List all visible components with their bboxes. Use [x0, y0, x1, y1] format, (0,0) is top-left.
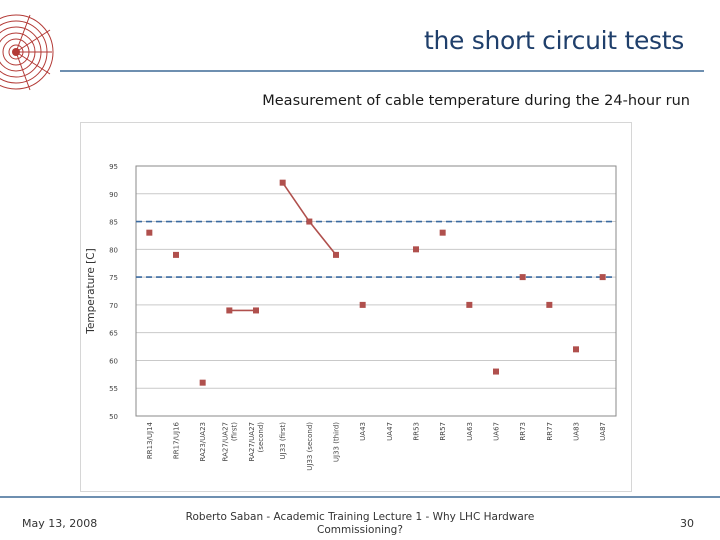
x-tick-label: UA47: [386, 422, 394, 441]
x-tick-label: UA43: [359, 422, 367, 441]
x-tick-label: UA87: [599, 422, 607, 441]
data-point: [466, 301, 473, 308]
x-tick-label: UA63: [466, 422, 474, 441]
y-tick-label: 65: [109, 330, 118, 338]
data-point: [253, 307, 259, 314]
footer-author-line1: Roberto Saban - Academic Training Lectur…: [185, 511, 535, 523]
data-point: [199, 379, 206, 386]
data-point: [279, 179, 286, 186]
data-point: [173, 251, 179, 258]
x-tick-label: UJ33 (second): [306, 422, 314, 471]
data-point: [306, 218, 313, 225]
x-tick-label: UJ33 (third): [333, 422, 341, 462]
y-tick-label: 95: [109, 163, 118, 171]
y-tick-label: 70: [109, 302, 118, 310]
chart-frame: 50 55 60 65 70 75 80 85 90 95 Temperature [C] RR13/…: [80, 122, 632, 492]
slide-title: the short circuit tests: [423, 26, 684, 55]
y-tick-label: 50: [109, 413, 118, 421]
temperature-chart: 50 55 60 65 70 75 80 85 90 95 Temperature [C] RR13/…: [85, 163, 617, 471]
data-point: [493, 368, 499, 375]
data-point: [146, 229, 153, 236]
footer-author-line2: Commissioning?: [317, 524, 403, 536]
x-tick-label: RA27/UA27: [248, 422, 256, 461]
y-tick-label: 90: [109, 191, 118, 199]
y-tick-label: 75: [109, 274, 118, 282]
y-tick-label: 60: [109, 357, 118, 365]
slide-subtitle: Measurement of cable temperature during …: [262, 93, 690, 109]
data-point: [599, 274, 606, 281]
data-point: [413, 246, 419, 253]
y-axis-label: Temperature [C]: [85, 248, 97, 334]
data-point: [439, 229, 446, 236]
x-tick-label: RR53: [413, 422, 421, 441]
data-point: [359, 301, 366, 308]
x-tick-label: RR73: [519, 422, 527, 441]
data-point: [546, 301, 553, 308]
data-point: [519, 274, 526, 281]
data-point: [226, 307, 233, 314]
y-tick-label: 55: [109, 385, 118, 393]
data-point: [573, 346, 579, 353]
y-tick-label: 85: [109, 219, 118, 227]
x-tick-label: (first): [230, 422, 238, 441]
x-tick-label: RA27/UA27: [221, 422, 229, 461]
page-number: 30: [680, 517, 694, 530]
plot-area: [135, 165, 617, 417]
x-tick-label: RR77: [546, 422, 554, 441]
footer-author: Roberto Saban - Academic Training Lectur…: [160, 511, 560, 537]
cern-logo: [0, 0, 56, 108]
y-tick-label: 80: [109, 246, 118, 254]
x-tick-label: RR17/UJ16: [173, 421, 181, 459]
x-tick-label: RA23/UA23: [199, 422, 207, 461]
x-tick-label: RR13/UJ14: [146, 421, 154, 459]
x-tick-label: UA83: [573, 422, 581, 441]
title-divider: [60, 70, 704, 72]
x-tick-label: (second): [257, 422, 265, 453]
x-tick-label: RR57: [439, 422, 447, 441]
footer-divider: [0, 496, 720, 498]
data-point: [333, 251, 339, 258]
x-tick-label: UA67: [493, 422, 501, 441]
x-tick-label: UJ33 (first): [279, 422, 287, 460]
footer-date: May 13, 2008: [22, 517, 98, 530]
